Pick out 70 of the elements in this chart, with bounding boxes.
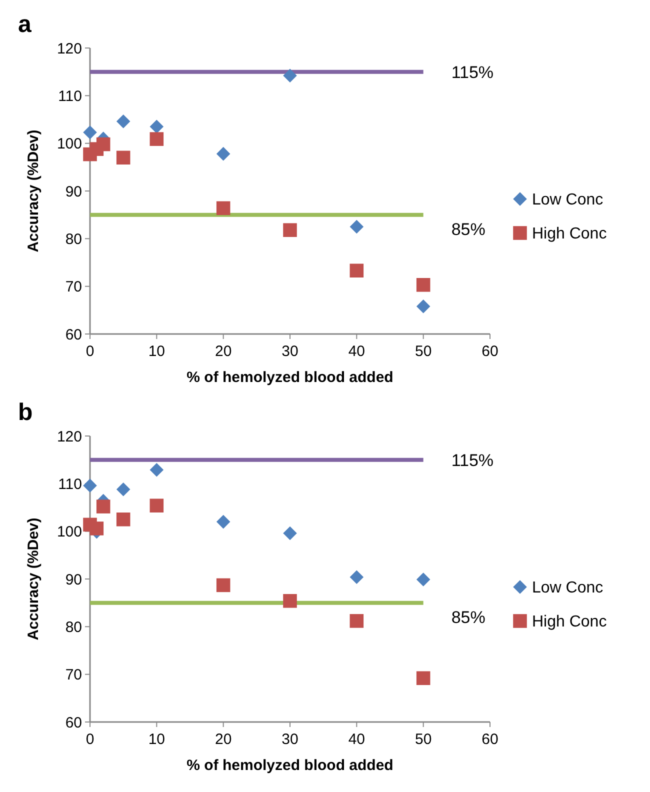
y-tick-label: 100 [56, 524, 82, 541]
legend-label: High Conc [532, 614, 607, 631]
x-tick-label: 50 [414, 343, 432, 360]
y-tick-label: 120 [56, 40, 82, 58]
y-tick-label: 70 [65, 278, 82, 296]
point [283, 68, 297, 83]
x-tick-label: 40 [348, 343, 366, 360]
point [150, 132, 164, 146]
x-axis-title: % of hemolyzed blood added [186, 369, 394, 386]
point [350, 570, 364, 584]
ref-line-label: 85% [451, 220, 486, 239]
x-tick-label: 50 [414, 731, 432, 748]
x-tick-label: 20 [214, 343, 232, 360]
point [416, 572, 430, 586]
x-tick-label: 10 [148, 731, 166, 748]
chart-title: b [18, 399, 33, 426]
point [116, 114, 130, 128]
point [83, 125, 97, 140]
y-tick-label: 90 [65, 183, 82, 200]
x-tick-label: 60 [482, 343, 498, 360]
x-tick-label: 0 [86, 343, 94, 360]
point [216, 514, 230, 529]
x-tick-label: 40 [348, 731, 366, 748]
x-tick-label: 10 [148, 343, 166, 360]
y-tick-label: 60 [65, 326, 82, 344]
y-tick-label: 120 [56, 428, 82, 446]
point [83, 478, 97, 492]
point [96, 137, 110, 152]
chart-title: a [18, 11, 32, 38]
y-axis-title: Accuracy (%Dev) [25, 130, 42, 252]
point [116, 482, 130, 496]
point [116, 512, 130, 526]
point [283, 594, 297, 608]
y-tick-label: 100 [56, 136, 82, 153]
point [150, 498, 164, 512]
point [416, 299, 430, 314]
point [283, 526, 297, 540]
legend-label: Low Conc [532, 580, 604, 597]
point [350, 614, 364, 628]
ref-line-label: 115% [451, 450, 494, 470]
y-tick-label: 90 [65, 571, 82, 588]
legend-label: Low Conc [532, 192, 604, 209]
point [216, 578, 230, 592]
point [150, 462, 164, 477]
y-tick-label: 110 [58, 476, 82, 493]
y-tick-label: 110 [58, 88, 82, 105]
point [416, 278, 430, 292]
point [216, 201, 230, 216]
point [350, 264, 364, 278]
point [116, 150, 130, 165]
x-tick-label: 30 [282, 343, 298, 360]
ref-line-label: 85% [451, 608, 486, 627]
point [350, 220, 364, 234]
x-tick-label: 20 [214, 731, 232, 748]
legend-label: High Conc [532, 226, 607, 243]
point [96, 500, 110, 514]
x-tick-label: 30 [282, 731, 298, 748]
y-tick-label: 80 [65, 230, 82, 248]
x-tick-label: 0 [86, 731, 94, 748]
point [283, 223, 297, 237]
y-tick-label: 60 [65, 714, 82, 732]
x-axis-title: % of hemolyzed blood added [186, 757, 394, 774]
ref-line-label: 115% [451, 62, 494, 82]
point [216, 146, 230, 161]
y-tick-label: 80 [65, 618, 82, 636]
y-axis-title: Accuracy (%Dev) [25, 518, 42, 640]
point [150, 120, 164, 134]
y-tick-label: 70 [65, 666, 82, 684]
point [416, 671, 430, 686]
x-tick-label: 60 [482, 731, 498, 748]
